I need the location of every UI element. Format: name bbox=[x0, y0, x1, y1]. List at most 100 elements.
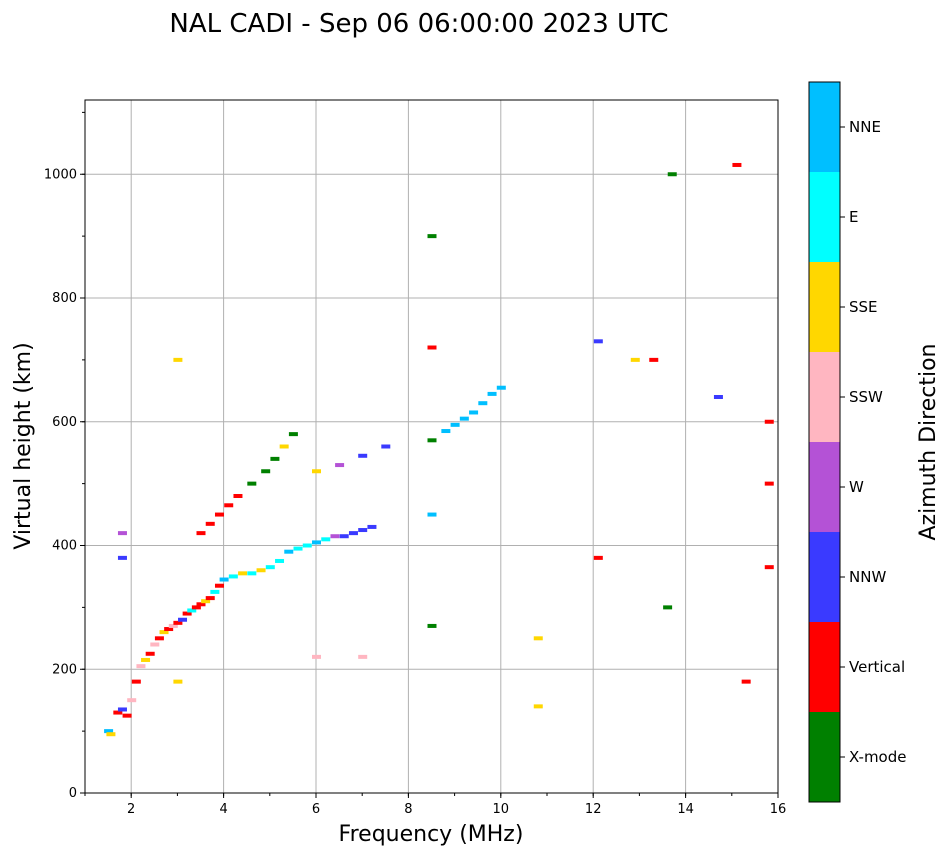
echo-point bbox=[219, 577, 229, 582]
echo-point bbox=[312, 540, 321, 545]
echo-point bbox=[214, 583, 224, 588]
echo-point bbox=[173, 620, 183, 625]
echo-point bbox=[288, 432, 298, 437]
echo-point bbox=[487, 391, 497, 396]
echo-point bbox=[441, 429, 451, 434]
echo-point bbox=[358, 453, 368, 458]
colorbar-tick-label: E bbox=[849, 208, 858, 226]
x-tick-label: 12 bbox=[585, 802, 602, 817]
echo-point bbox=[649, 357, 659, 362]
echo-point bbox=[247, 571, 257, 576]
y-axis-label: Virtual height (km) bbox=[11, 342, 36, 549]
echo-point bbox=[154, 636, 164, 641]
colorbar: X-mode Vertical NNW W SSW SSE E NNE bbox=[808, 81, 906, 803]
echo-point bbox=[127, 698, 137, 703]
y-tick-label: 600 bbox=[52, 415, 77, 430]
data-points bbox=[104, 162, 774, 737]
echo-point bbox=[196, 531, 206, 536]
echo-point bbox=[159, 630, 169, 635]
echo-point bbox=[358, 654, 368, 659]
echo-point bbox=[141, 657, 151, 662]
echo-point bbox=[187, 608, 197, 613]
echo-point bbox=[450, 422, 460, 427]
colorbar-tick-label: SSW bbox=[849, 388, 883, 406]
echo-point bbox=[667, 172, 677, 177]
echo-point bbox=[196, 602, 206, 607]
echo-point bbox=[339, 534, 349, 539]
colorbar-tick-label: X-mode bbox=[849, 748, 906, 766]
colorbar-label: Azimuth Direction bbox=[916, 343, 941, 540]
echo-point bbox=[117, 707, 127, 712]
echo-point bbox=[293, 546, 303, 551]
echo-point bbox=[224, 503, 234, 508]
echo-point bbox=[764, 419, 774, 424]
echo-point bbox=[265, 565, 275, 570]
echo-point bbox=[247, 481, 257, 486]
colorbar-segment bbox=[809, 442, 840, 532]
echo-point bbox=[191, 605, 201, 610]
echo-point bbox=[427, 234, 437, 239]
echo-point bbox=[630, 357, 640, 362]
echo-point bbox=[279, 444, 289, 449]
echo-point bbox=[173, 679, 183, 684]
echo-point bbox=[205, 596, 215, 601]
x-tick-label: 16 bbox=[770, 802, 787, 817]
colorbar-segment bbox=[809, 532, 840, 622]
echo-point bbox=[459, 416, 469, 421]
echo-point bbox=[469, 410, 479, 415]
echo-point bbox=[122, 713, 132, 718]
y-tick-label: 0 bbox=[69, 786, 77, 801]
echo-point bbox=[104, 729, 114, 734]
echo-point bbox=[427, 512, 437, 517]
plot-frame bbox=[84, 99, 779, 794]
echo-point bbox=[256, 568, 266, 573]
echo-point bbox=[312, 654, 321, 659]
echo-point bbox=[321, 537, 331, 542]
echo-point bbox=[117, 531, 127, 536]
echo-point bbox=[275, 558, 285, 563]
colorbar-segment bbox=[809, 352, 840, 442]
echo-point bbox=[214, 512, 224, 517]
echo-point bbox=[173, 357, 183, 362]
echo-point bbox=[117, 555, 127, 560]
echo-point bbox=[178, 617, 188, 622]
echo-point bbox=[348, 531, 358, 536]
colorbar-segment bbox=[809, 262, 840, 352]
chart-title: NAL CADI - Sep 06 06:00:00 2023 UTC bbox=[169, 9, 668, 39]
echo-point bbox=[150, 642, 160, 647]
colorbar-frame bbox=[808, 81, 841, 803]
echo-point bbox=[228, 574, 238, 579]
y-axis-ticks: 0 200 400 600 800 1000 bbox=[44, 111, 85, 801]
echo-point bbox=[533, 704, 543, 709]
colorbar-tick-label: Vertical bbox=[849, 658, 905, 676]
echo-point bbox=[261, 469, 271, 474]
x-tick-label: 4 bbox=[219, 802, 227, 817]
x-axis-ticks: 2 4 6 8 10 12 14 16 bbox=[84, 793, 787, 817]
echo-point bbox=[496, 385, 506, 390]
y-tick-label: 400 bbox=[52, 539, 77, 554]
echo-point bbox=[427, 438, 437, 443]
echo-point bbox=[381, 444, 391, 449]
y-tick-label: 1000 bbox=[44, 167, 77, 182]
echo-point bbox=[593, 555, 603, 560]
echo-point bbox=[533, 636, 543, 641]
colorbar-tick-label: SSE bbox=[849, 298, 878, 316]
echo-point bbox=[284, 549, 294, 554]
y-tick-label: 800 bbox=[52, 291, 77, 306]
colorbar-segment bbox=[809, 172, 840, 262]
echo-point bbox=[182, 611, 192, 616]
x-tick-label: 6 bbox=[312, 802, 320, 817]
echo-point bbox=[764, 481, 774, 486]
echo-point bbox=[358, 528, 368, 533]
x-axis-label: Frequency (MHz) bbox=[339, 822, 524, 847]
echo-point bbox=[427, 345, 437, 350]
colorbar-segment bbox=[809, 82, 840, 172]
echo-point bbox=[238, 571, 248, 576]
echo-point bbox=[741, 679, 751, 684]
x-tick-label: 2 bbox=[127, 802, 135, 817]
echo-point bbox=[312, 469, 321, 474]
x-tick-label: 10 bbox=[493, 802, 510, 817]
echo-point bbox=[233, 494, 243, 498]
grid bbox=[85, 100, 779, 794]
